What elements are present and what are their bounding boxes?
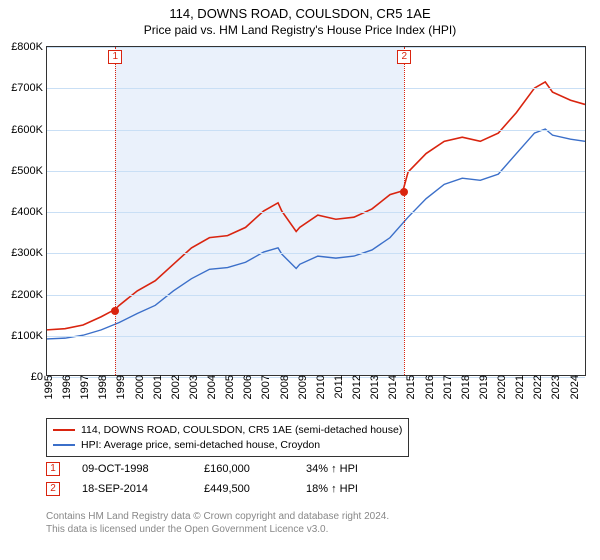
x-axis-label: 2013 [365, 375, 381, 399]
x-axis-label: 2018 [456, 375, 472, 399]
y-axis-label: £300K [11, 247, 47, 259]
x-axis-label: 2002 [166, 375, 182, 399]
gridline [47, 212, 585, 213]
x-axis-label: 2010 [311, 375, 327, 399]
y-axis-label: £400K [11, 206, 47, 218]
y-axis-label: £500K [11, 165, 47, 177]
series-line [47, 82, 585, 330]
gridline [47, 88, 585, 89]
chart-subtitle: Price paid vs. HM Land Registry's House … [0, 23, 600, 41]
transaction-row: 1 09-OCT-1998 £160,000 34% ↑ HPI [46, 462, 358, 476]
gridline [47, 253, 585, 254]
sale-marker-badge: 2 [397, 50, 411, 64]
legend-swatch [53, 429, 75, 431]
transaction-price: £449,500 [204, 483, 284, 495]
sale-marker-line [115, 47, 116, 375]
x-axis-label: 2015 [401, 375, 417, 399]
legend-label: HPI: Average price, semi-detached house,… [81, 438, 320, 453]
x-axis-label: 2000 [130, 375, 146, 399]
line-series-svg [47, 47, 585, 375]
transaction-price: £160,000 [204, 463, 284, 475]
x-axis-label: 2004 [202, 375, 218, 399]
gridline [47, 295, 585, 296]
attribution-line: This data is licensed under the Open Gov… [46, 523, 389, 536]
legend-label: 114, DOWNS ROAD, COULSDON, CR5 1AE (semi… [81, 423, 402, 438]
legend-item: 114, DOWNS ROAD, COULSDON, CR5 1AE (semi… [53, 423, 402, 438]
sale-marker-dot [400, 188, 408, 196]
transaction-row: 2 18-SEP-2014 £449,500 18% ↑ HPI [46, 482, 358, 496]
transaction-badge: 1 [46, 462, 60, 476]
x-axis-label: 2008 [275, 375, 291, 399]
x-axis-label: 2007 [256, 375, 272, 399]
legend-item: HPI: Average price, semi-detached house,… [53, 438, 402, 453]
series-line [47, 129, 585, 339]
x-axis-label: 2016 [420, 375, 436, 399]
x-axis-label: 1995 [39, 375, 55, 399]
sale-marker-line [404, 47, 405, 375]
legend-swatch [53, 444, 75, 446]
x-axis-label: 2022 [528, 375, 544, 399]
x-axis-label: 1997 [75, 375, 91, 399]
x-axis-label: 2003 [184, 375, 200, 399]
transaction-date: 18-SEP-2014 [82, 483, 182, 495]
x-axis-label: 2017 [438, 375, 454, 399]
gridline [47, 336, 585, 337]
x-axis-label: 2005 [220, 375, 236, 399]
x-axis-label: 2014 [383, 375, 399, 399]
x-axis-label: 2021 [510, 375, 526, 399]
x-axis-label: 2009 [293, 375, 309, 399]
x-axis-label: 2020 [492, 375, 508, 399]
chart-title: 114, DOWNS ROAD, COULSDON, CR5 1AE [0, 0, 600, 23]
x-axis-label: 1996 [57, 375, 73, 399]
x-axis-label: 2023 [546, 375, 562, 399]
attribution-line: Contains HM Land Registry data © Crown c… [46, 510, 389, 523]
x-axis-label: 2012 [347, 375, 363, 399]
plot-area: £0£100K£200K£300K£400K£500K£600K£700K£80… [46, 46, 586, 376]
x-axis-label: 2001 [148, 375, 164, 399]
transaction-delta: 18% ↑ HPI [306, 483, 358, 495]
x-axis-label: 2019 [474, 375, 490, 399]
x-axis-label: 2006 [238, 375, 254, 399]
gridline [47, 47, 585, 48]
x-axis-label: 1998 [93, 375, 109, 399]
gridline [47, 171, 585, 172]
transactions-table: 1 09-OCT-1998 £160,000 34% ↑ HPI 2 18-SEP-201… [46, 462, 358, 502]
transaction-date: 09-OCT-1998 [82, 463, 182, 475]
x-axis-label: 1999 [111, 375, 127, 399]
transaction-badge: 2 [46, 482, 60, 496]
attribution: Contains HM Land Registry data © Crown c… [46, 510, 389, 536]
sale-marker-badge: 1 [108, 50, 122, 64]
x-axis-label: 2024 [565, 375, 581, 399]
legend: 114, DOWNS ROAD, COULSDON, CR5 1AE (semi… [46, 418, 409, 457]
y-axis-label: £700K [11, 82, 47, 94]
y-axis-label: £100K [11, 330, 47, 342]
gridline [47, 130, 585, 131]
sale-marker-dot [111, 307, 119, 315]
x-axis-label: 2011 [329, 375, 345, 399]
transaction-delta: 34% ↑ HPI [306, 463, 358, 475]
y-axis-label: £600K [11, 124, 47, 136]
y-axis-label: £200K [11, 289, 47, 301]
chart-container: 114, DOWNS ROAD, COULSDON, CR5 1AE Price… [0, 0, 600, 560]
y-axis-label: £800K [11, 41, 47, 53]
